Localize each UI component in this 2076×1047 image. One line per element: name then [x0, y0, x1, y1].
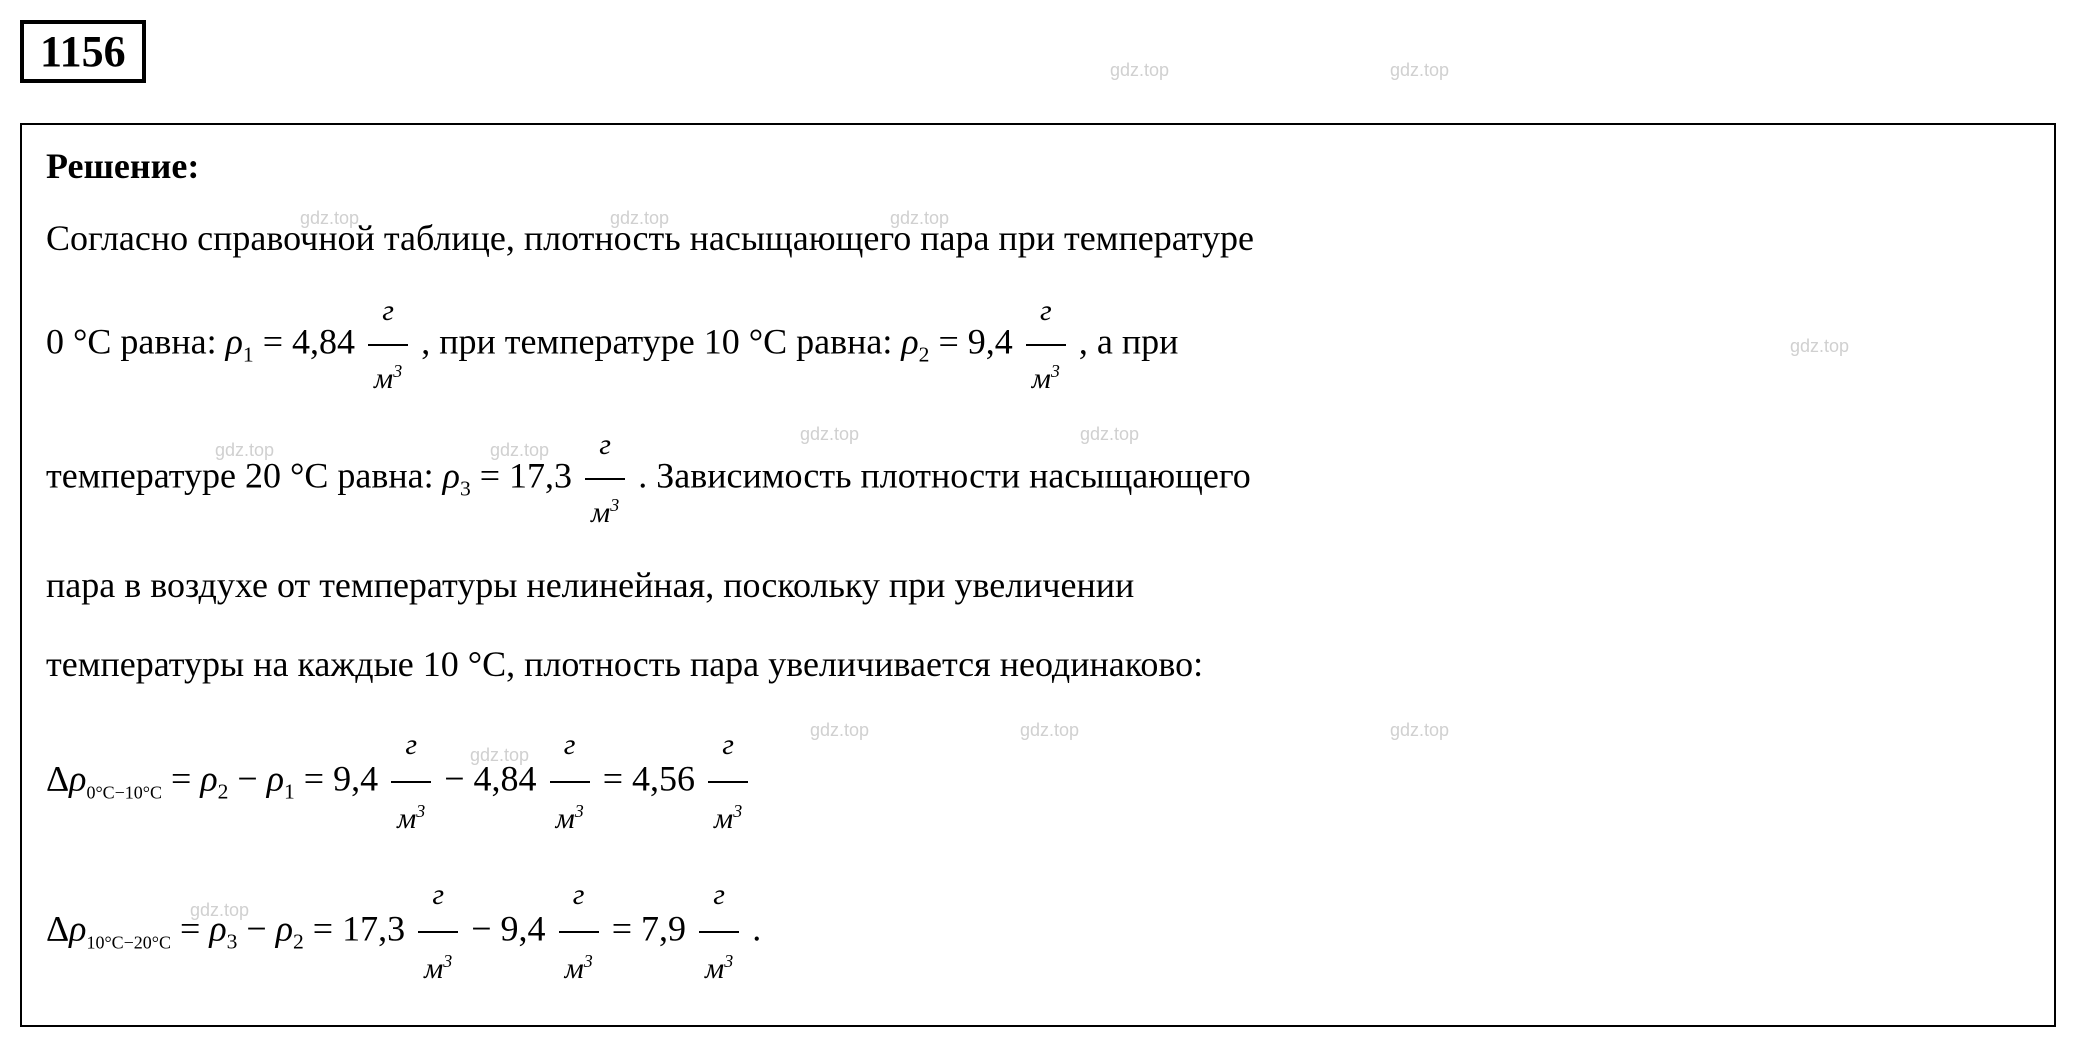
rho3-var: ρ: [443, 455, 460, 495]
rho2-eq: = 9,4: [929, 321, 1012, 361]
eq2-mid: =: [171, 908, 209, 948]
text-temp20a: температуре 20 °С равна:: [46, 455, 434, 495]
eq1-rho1: ρ: [267, 758, 284, 798]
unit-fraction-1: г м3: [368, 278, 408, 412]
unit-den: м3: [418, 933, 458, 1005]
rho3-eq: = 17,3: [471, 455, 572, 495]
eq2-result: = 7,9: [603, 908, 686, 948]
eq1-sub1: 1: [284, 779, 295, 803]
unit-fraction-5: г м3: [550, 709, 590, 855]
eq2-period: .: [743, 908, 761, 948]
eq2-rho3: ρ: [209, 908, 226, 948]
unit-fraction-2: г м3: [1026, 278, 1066, 412]
rho2-sub: 2: [919, 343, 930, 367]
rho1-eq: = 4,84: [254, 321, 355, 361]
unit-fraction-6: г м3: [708, 709, 748, 855]
eq1-result: = 4,56: [594, 758, 695, 798]
unit-den: м3: [550, 783, 590, 855]
solution-body: Согласно справочной таблице, плотность н…: [46, 199, 2030, 705]
eq1-sub: 0°С−10°С: [86, 782, 162, 802]
unit-num: г: [550, 709, 590, 783]
text-line5: температуры на каждые 10 °С, плотность п…: [46, 644, 1203, 684]
problem-number: 1156: [40, 27, 126, 76]
solution-heading: Решение:: [46, 145, 2030, 187]
eq1-rho2: ρ: [200, 758, 217, 798]
text-intro: Согласно справочной таблице, плотность н…: [46, 218, 1254, 258]
eq2-eq2: = 17,3: [304, 908, 405, 948]
rho2-var: ρ: [901, 321, 918, 361]
text-line4: пара в воздухе от температуры нелинейная…: [46, 565, 1134, 605]
unit-num: г: [1026, 278, 1066, 346]
unit-den: м3: [708, 783, 748, 855]
eq1-sub2: 2: [218, 779, 229, 803]
text-temp10a: , при температуре 10 °С равна:: [421, 321, 892, 361]
watermark-text: gdz.top: [1110, 60, 1169, 81]
unit-num: г: [368, 278, 408, 346]
rho1-var: ρ: [226, 321, 243, 361]
text-temp0: 0 °С равна:: [46, 321, 217, 361]
eq1-eq2: = 9,4: [295, 758, 378, 798]
unit-den: м3: [391, 783, 431, 855]
unit-den: м3: [368, 346, 408, 412]
eq2-rho: ρ: [69, 908, 86, 948]
unit-fraction-7: г м3: [418, 859, 458, 1005]
unit-fraction-9: г м3: [699, 859, 739, 1005]
unit-den: м3: [699, 933, 739, 1005]
eq2-minus2: − 9,4: [462, 908, 545, 948]
unit-fraction-3: г м3: [585, 412, 625, 546]
problem-number-box: 1156: [20, 20, 146, 83]
unit-num: г: [391, 709, 431, 783]
rho1-sub: 1: [243, 343, 254, 367]
eq2-minus: −: [237, 908, 275, 948]
unit-den: м3: [1026, 346, 1066, 412]
unit-den: м3: [585, 480, 625, 546]
rho3-sub: 3: [460, 477, 471, 501]
equation-2: Δρ10°С−20°С = ρ3 − ρ2 = 17,3 г м3 − 9,4 …: [46, 859, 2030, 1005]
text-temp10b: , а при: [1079, 321, 1179, 361]
unit-den: м3: [559, 933, 599, 1005]
unit-num: г: [585, 412, 625, 480]
eq1-rho: ρ: [69, 758, 86, 798]
unit-num: г: [699, 859, 739, 933]
unit-num: г: [708, 709, 748, 783]
unit-num: г: [559, 859, 599, 933]
eq1-minus: −: [228, 758, 266, 798]
eq2-sub: 10°С−20°С: [86, 932, 171, 952]
eq1-mid: =: [162, 758, 200, 798]
watermark-text: gdz.top: [1390, 60, 1449, 81]
eq2-rho2: ρ: [276, 908, 293, 948]
eq2-sub3: 3: [227, 929, 238, 953]
eq1-minus2: − 4,84: [435, 758, 536, 798]
unit-fraction-8: г м3: [559, 859, 599, 1005]
eq2-delta: Δ: [46, 908, 69, 948]
solution-box: Решение: Согласно справочной таблице, пл…: [20, 123, 2056, 1027]
eq1-delta: Δ: [46, 758, 69, 798]
text-temp20b: . Зависимость плотности насыщающего: [638, 455, 1251, 495]
eq2-sub2: 2: [293, 929, 304, 953]
unit-num: г: [418, 859, 458, 933]
unit-fraction-4: г м3: [391, 709, 431, 855]
equation-1: Δρ0°С−10°С = ρ2 − ρ1 = 9,4 г м3 − 4,84 г…: [46, 709, 2030, 855]
